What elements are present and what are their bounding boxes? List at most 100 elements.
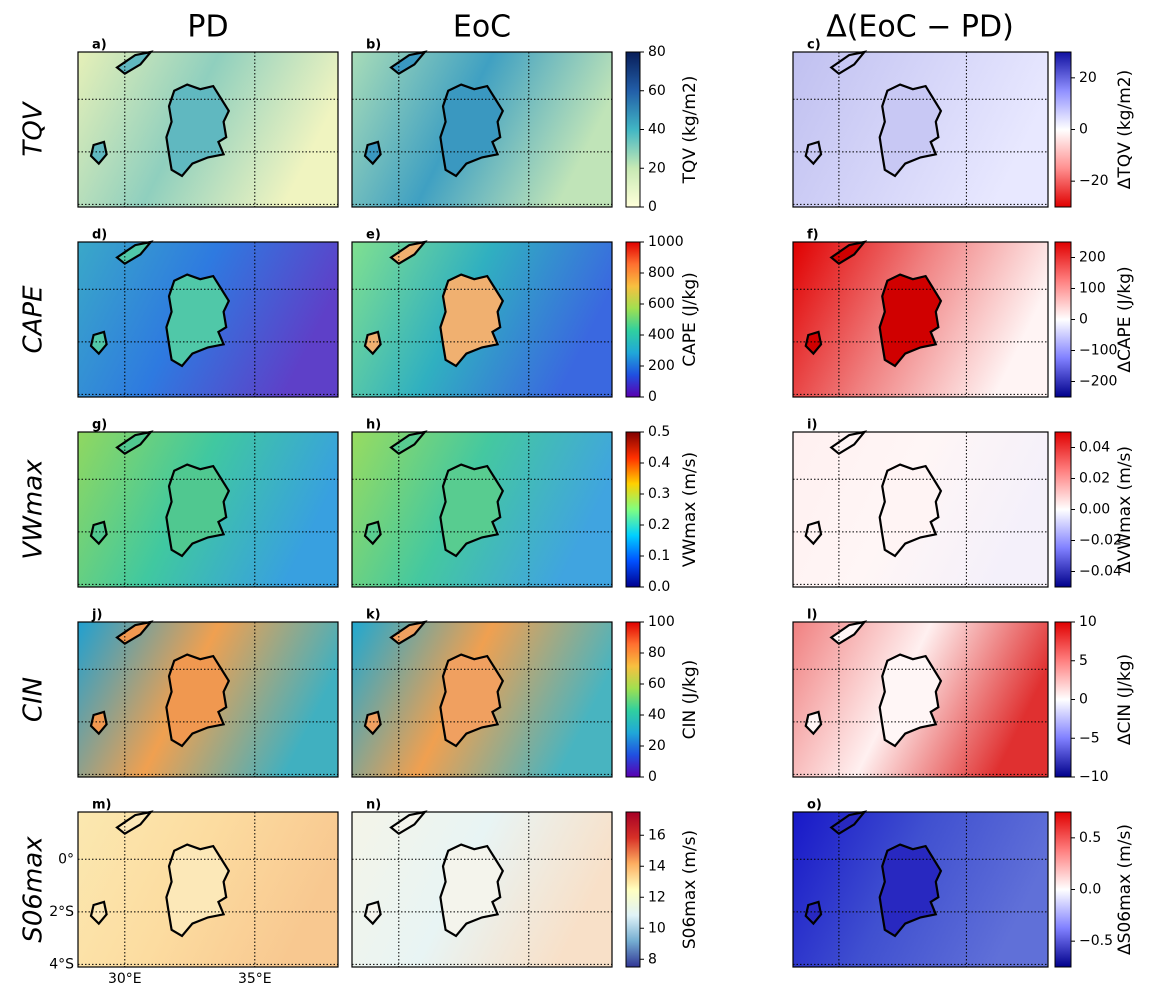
colorbar [625, 811, 641, 968]
colorbar-tick-label: 60 [648, 676, 666, 692]
row-label: CAPE [19, 285, 49, 354]
lake-outline [389, 430, 428, 456]
panel-frame [792, 621, 1049, 778]
colorbar-label: S06max (m/s) [680, 830, 700, 949]
panel-frame [351, 811, 613, 968]
colorbar [625, 431, 641, 588]
colorbar-tick-label: 0.5 [1079, 830, 1101, 846]
colorbar-tick-label: 8 [648, 951, 657, 967]
panel-frame [792, 51, 1049, 208]
panel-frame [792, 241, 1049, 398]
colorbar [1054, 621, 1072, 778]
colorbar-tick-label: 40 [648, 122, 666, 138]
lake-outline [878, 273, 943, 368]
colorbar-tick-label: 20 [648, 160, 666, 176]
colorbar-tick-label: 12 [648, 889, 666, 905]
lake-outline [439, 653, 505, 748]
lake-outline [165, 653, 231, 748]
colorbar-tick-label: 0.0 [1079, 882, 1101, 898]
lake-outline [439, 83, 505, 178]
panel-frame [351, 431, 613, 588]
row-label: VWmax [19, 459, 49, 560]
colorbar-tick-label: 0.1 [648, 548, 670, 564]
colorbar-tick-label: 0 [1079, 692, 1088, 708]
lake-outline [115, 50, 154, 76]
colorbar-tick-label: 14 [648, 858, 666, 874]
lake-outline [829, 240, 868, 266]
panel-letter: e) [366, 228, 381, 243]
colorbar-tick-label: 0.0 [648, 579, 670, 595]
map-y-label: 2°S [49, 904, 74, 920]
map-x-label: 30°E [108, 971, 142, 987]
colorbar-tick-label: 200 [648, 358, 675, 374]
colorbar-tick-label: 400 [648, 327, 675, 343]
colorbar-tick-label: 10 [648, 920, 666, 936]
panel-letter: l) [807, 608, 817, 623]
lake-outline [804, 900, 823, 926]
colorbar-label: ΔCAPE (J/kg) [1115, 266, 1135, 372]
colorbar-label: CIN (J/kg) [680, 660, 700, 740]
colorbar [625, 241, 641, 398]
panel-letter: c) [807, 38, 821, 53]
colorbar-label: TQV (kg/m2) [680, 76, 700, 185]
lake-outline [389, 810, 428, 836]
colorbar-tick-label: 40 [648, 707, 666, 723]
map-y-label: 4°S [49, 956, 74, 972]
lake-outline [878, 463, 943, 558]
panel-letter: m) [92, 798, 112, 813]
lake-outline [363, 520, 382, 546]
colorbar-tick-label: 60 [648, 83, 666, 99]
colorbar-label: ΔTQV (kg/m2) [1115, 70, 1135, 189]
colorbar [1054, 51, 1072, 208]
lake-outline [389, 240, 428, 266]
lake-outline [829, 50, 868, 76]
colorbar-tick-label: 80 [648, 44, 666, 60]
lake-outline [363, 140, 382, 166]
colorbar [625, 51, 641, 208]
lake-outline [804, 330, 823, 356]
colorbar-tick-label: 0.02 [1079, 471, 1110, 487]
panel-frame [77, 241, 339, 398]
colorbar-tick-label: 20 [648, 738, 666, 754]
lake-outline [829, 430, 868, 456]
lake-outline [829, 810, 868, 836]
colorbar-tick-label: −10 [1079, 769, 1109, 785]
colorbar-tick-label: 0.04 [1079, 440, 1110, 456]
colorbar-tick-label: 16 [648, 827, 666, 843]
lake-outline [804, 140, 823, 166]
panel-letter: d) [92, 228, 107, 243]
lake-outline [363, 330, 382, 356]
colorbar-tick-label: −0.02 [1079, 533, 1122, 549]
lake-outline [804, 520, 823, 546]
colorbar-tick-label: 0 [1079, 122, 1088, 138]
colorbar-tick-label: 0.00 [1079, 502, 1110, 518]
colorbar-tick-label: 80 [648, 645, 666, 661]
lake-outline [363, 900, 382, 926]
colorbar-tick-label: 10 [1079, 614, 1097, 630]
colorbar-tick-label: 0.2 [648, 517, 670, 533]
lake-outline [89, 710, 108, 736]
column-title: PD [187, 10, 228, 45]
colorbar-tick-label: 0.3 [648, 486, 670, 502]
colorbar-tick-label: −0.5 [1079, 933, 1113, 949]
lake-outline [115, 810, 154, 836]
colorbar-label: ΔVWmax (m/s) [1115, 446, 1135, 573]
lake-outline [165, 843, 231, 938]
colorbar-tick-label: −20 [1079, 173, 1109, 189]
lake-outline [115, 240, 154, 266]
colorbar-tick-label: 0 [1079, 312, 1088, 328]
row-label: CIN [19, 677, 49, 722]
map-x-label: 35°E [238, 971, 272, 987]
colorbar-label: ΔS06max (m/s) [1115, 824, 1135, 955]
panel-letter: a) [92, 38, 107, 53]
panel-frame [351, 241, 613, 398]
map-y-label: 0° [58, 851, 74, 867]
colorbar-tick-label: −100 [1079, 343, 1117, 359]
colorbar-tick-label: 0.4 [648, 455, 670, 471]
colorbar-label: CAPE (J/kg) [680, 272, 700, 367]
panel-letter: i) [807, 418, 817, 433]
lake-outline [878, 653, 943, 748]
colorbar-tick-label: −200 [1079, 374, 1117, 390]
panel-letter: k) [366, 608, 381, 623]
